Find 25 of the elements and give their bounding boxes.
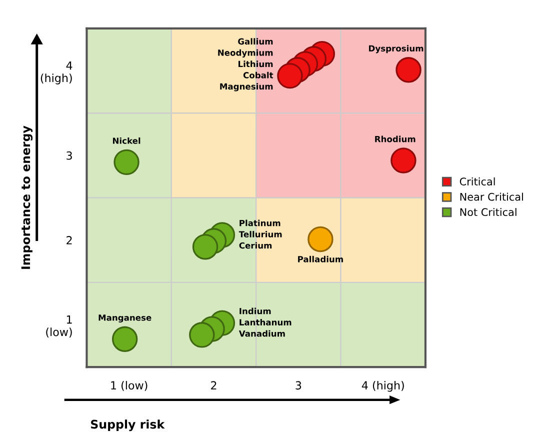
annotation: Rhodium: [375, 136, 416, 142]
point: [308, 226, 334, 252]
x-tick-label: 4 (high): [362, 380, 404, 392]
x-tick-label: 2: [211, 381, 216, 390]
y-tick-label: 3: [66, 151, 72, 160]
y-tick-label: 4 (high): [40, 61, 72, 84]
point: [112, 326, 138, 352]
legend-label: Critical: [460, 177, 495, 186]
point: [396, 57, 422, 83]
legend-label: Near Critical: [460, 192, 523, 201]
x-axis-title: Supply risk: [91, 420, 165, 432]
y-tick-label: 1 (low): [46, 315, 72, 338]
annotation: Nickel: [112, 137, 140, 144]
y-axis-title: Importance to energy: [21, 126, 33, 269]
annotation: Dysprosium: [369, 45, 424, 54]
x-tick-label: 3: [296, 381, 302, 390]
annotation: Manganese: [98, 314, 152, 322]
y-tick-label: 2: [66, 236, 72, 244]
annotation: Platinum Tellurium Cerium: [238, 220, 282, 249]
annotation: Gallium Neodymium Lithium Cobalt Magnesium: [218, 38, 274, 92]
annotation: Palladium: [298, 256, 343, 262]
legend-label: Not Critical: [460, 208, 516, 216]
annotation: Indium Lanthanum Vanadium: [238, 308, 292, 337]
point: [390, 148, 416, 174]
x-tick-label: 1 (low): [111, 380, 148, 391]
